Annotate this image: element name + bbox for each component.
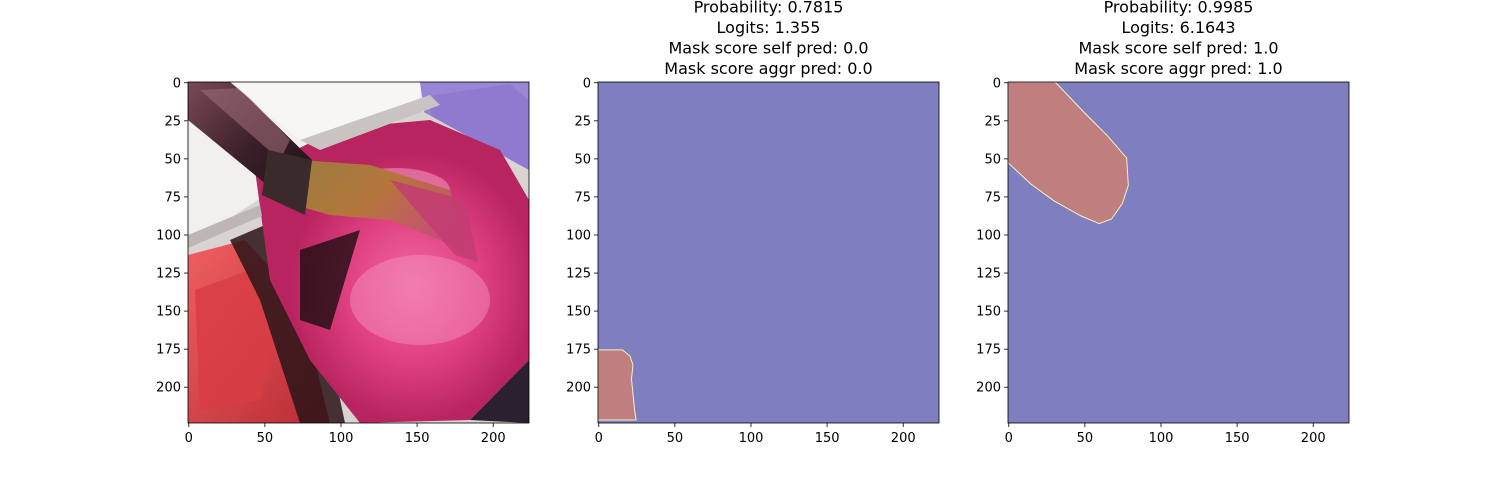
y-tick-label: 100 [156,228,181,243]
x-tick-label: 100 [739,431,764,446]
y-ticks: 0 25 50 75 100 125 150 175 200 [566,76,598,396]
y-tick-label: 25 [984,114,1001,129]
y-tick-label: 50 [164,152,181,167]
mask-region [597,349,637,421]
y-ticks: 0 25 50 75 100 125 150 175 200 [156,76,188,396]
y-tick-label: 175 [566,343,591,358]
x-tick-label: 100 [329,431,354,446]
title-line: Probability: 0.9985 [1104,0,1254,17]
title-line: Logits: 1.355 [717,18,821,37]
x-tick-label: 50 [667,431,684,446]
mask-region [1007,81,1129,225]
x-tick-label: 0 [1005,431,1013,446]
y-tick-label: 175 [976,343,1001,358]
y-tick-label: 200 [156,381,181,396]
y-tick-label: 25 [574,114,591,129]
y-tick-label: 0 [993,76,1001,91]
x-tick-label: 150 [405,431,430,446]
x-tick-label: 50 [257,431,274,446]
axes-frame [597,81,940,424]
mask-background [598,82,939,423]
y-tick-label: 100 [976,228,1001,243]
x-ticks: 0 50 100 150 200 [1005,423,1326,446]
y-tick-label: 200 [976,381,1001,396]
x-tick-label: 200 [891,431,916,446]
y-tick-label: 0 [173,76,181,91]
y-tick-label: 150 [976,305,1001,320]
y-tick-label: 25 [164,114,181,129]
x-ticks: 0 50 100 150 200 [595,423,916,446]
y-tick-label: 0 [583,76,591,91]
x-tick-label: 150 [815,431,840,446]
axes-frame [1007,81,1350,424]
x-tick-label: 0 [185,431,193,446]
y-tick-label: 75 [984,190,1001,205]
title-line: Mask score aggr pred: 0.0 [664,59,872,78]
axes-photo: 0 50 100 150 200 0 25 50 75 100 125 150 175 200 [156,76,530,446]
y-tick-label: 125 [976,267,1001,282]
x-tick-label: 150 [1225,431,1250,446]
y-tick-label: 50 [574,152,591,167]
y-tick-label: 200 [566,381,591,396]
x-tick-label: 200 [1301,431,1326,446]
y-tick-label: 150 [566,305,591,320]
y-tick-label: 125 [566,267,591,282]
y-tick-label: 100 [566,228,591,243]
title-line: Logits: 6.1643 [1121,18,1235,37]
x-ticks: 0 50 100 150 200 [185,423,506,446]
title-line: Probability: 0.7815 [694,0,844,17]
y-tick-label: 125 [156,267,181,282]
title-line: Mask score self pred: 1.0 [1078,39,1278,58]
x-tick-label: 0 [595,431,603,446]
x-tick-label: 50 [1077,431,1094,446]
y-ticks: 0 25 50 75 100 125 150 175 200 [976,76,1008,396]
y-tick-label: 175 [156,343,181,358]
title-line: Mask score self pred: 0.0 [668,39,868,58]
y-tick-label: 150 [156,305,181,320]
x-tick-label: 200 [481,431,506,446]
y-tick-label: 50 [984,152,1001,167]
x-tick-label: 100 [1149,431,1174,446]
axes-frame [187,81,530,424]
photo-image [188,82,529,423]
y-tick-label: 75 [574,190,591,205]
y-tick-label: 75 [164,190,181,205]
title-line: Mask score aggr pred: 1.0 [1074,59,1282,78]
